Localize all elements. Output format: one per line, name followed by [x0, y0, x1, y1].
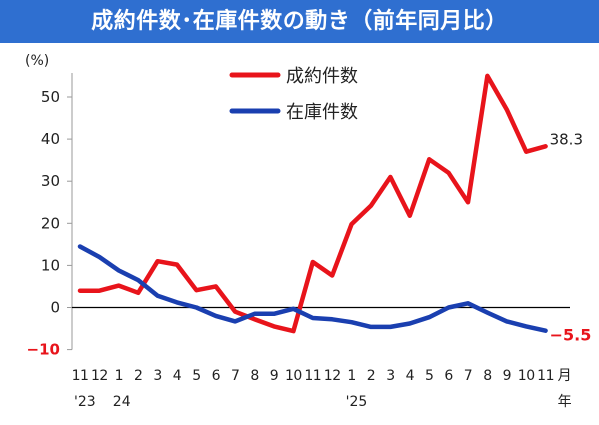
x-tick-label: 4: [406, 368, 415, 384]
y-tick-label: 30: [41, 172, 60, 190]
y-tick-label: −10: [27, 341, 60, 359]
y-tick-label: 50: [41, 88, 60, 106]
x-tick-label: 7: [231, 368, 239, 384]
x-tick-label: 2: [367, 368, 375, 384]
x-tick-label: 2: [134, 368, 142, 384]
x-tick-label: 3: [153, 368, 161, 384]
x-tick-label: 1: [115, 368, 123, 384]
x-tick-label: 8: [250, 368, 258, 384]
y-unit-label: (%): [25, 53, 49, 69]
chart-title: 成約件数･在庫件数の動き（前年同月比）: [91, 9, 508, 34]
x-tick-label: 12: [91, 368, 108, 384]
y-tick-label: 40: [41, 130, 60, 148]
x-unit-label: 月: [558, 368, 572, 384]
x-tick-label: 8: [483, 368, 491, 384]
x-year-label: '25: [346, 394, 368, 410]
series-layer: [77, 73, 548, 334]
x-tick-label: 10: [518, 368, 535, 384]
end-label-contracts: 38.3: [550, 130, 583, 148]
x-tick-label: 7: [464, 368, 472, 384]
x-tick-label: 11: [304, 368, 321, 384]
x-tick-label: 11: [72, 368, 89, 384]
x-tick-label: 3: [386, 368, 394, 384]
x-tick-label: 1: [347, 368, 355, 384]
x-tick-label: 11: [537, 368, 554, 384]
x-tick-label: 6: [212, 368, 221, 384]
y-tick-label: 10: [41, 256, 60, 274]
x-year-label: 24: [113, 394, 131, 410]
x-tick-label: 10: [285, 368, 302, 384]
x-tick-label: 5: [192, 368, 200, 384]
x-unit-label-year: 年: [558, 394, 572, 410]
x-tick-label: 12: [324, 368, 341, 384]
y-tick-label: 20: [41, 214, 60, 232]
legend-label-1: 成約件数: [286, 66, 358, 87]
end-label-inventory: −5.5: [550, 326, 592, 345]
title-banner: 成約件数･在庫件数の動き（前年同月比）: [0, 0, 599, 43]
legend-label-2: 在庫件数: [286, 102, 358, 123]
label-layer: 38.3 −5.5: [550, 130, 592, 344]
x-tick-label: 9: [503, 368, 511, 384]
x-tick-label: 4: [173, 368, 182, 384]
x-tick-label: 6: [444, 368, 453, 384]
x-year-label: '23: [74, 394, 96, 410]
x-tick-label: 5: [425, 368, 433, 384]
y-tick-label: 0: [50, 299, 60, 317]
x-tick-label: 9: [270, 368, 278, 384]
